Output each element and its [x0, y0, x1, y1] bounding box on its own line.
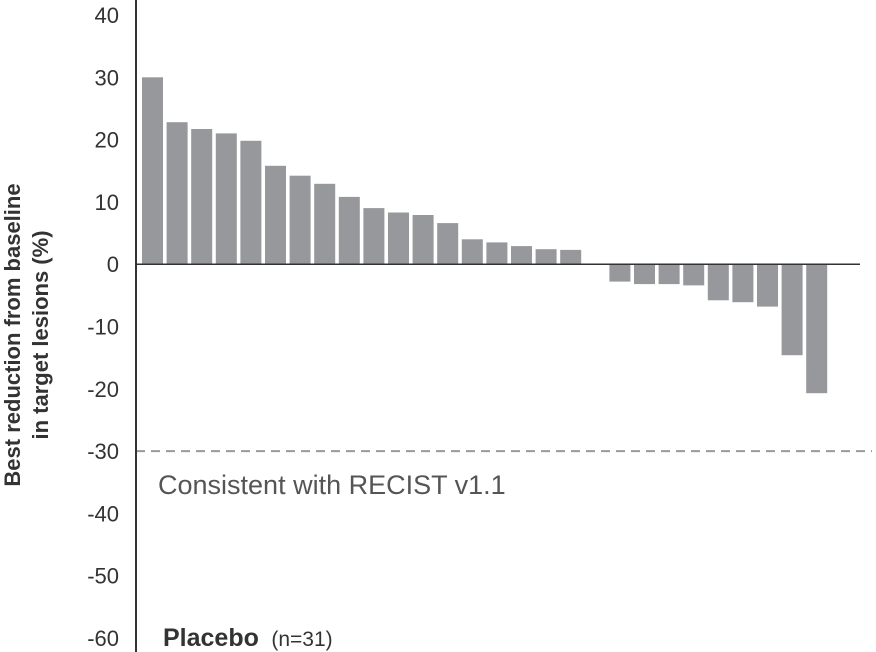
y-tick-label: 20	[95, 128, 119, 153]
bar	[240, 140, 262, 265]
y-tick-label: 0	[107, 252, 119, 277]
y-tick-label: -50	[87, 564, 119, 589]
y-axis-label-line-1: Best reduction from baseline	[0, 183, 25, 486]
bar	[363, 208, 385, 265]
bar	[757, 264, 778, 307]
bar	[289, 175, 311, 265]
y-axis-label-line-2: in target lesions (%)	[28, 230, 53, 439]
bar	[486, 242, 508, 265]
bar	[314, 183, 336, 265]
bar	[412, 215, 434, 265]
group-label: Placebo	[163, 624, 259, 652]
bar	[437, 223, 459, 265]
bar	[806, 264, 828, 394]
bar	[781, 264, 803, 356]
y-tick-label: -60	[87, 626, 119, 651]
bar	[166, 122, 188, 265]
bar	[634, 264, 655, 285]
group-legend: Placebo (n=31)	[163, 624, 333, 652]
y-tick-label: 30	[95, 65, 119, 90]
y-tick-label: -40	[87, 501, 119, 526]
group-n: (n=31)	[271, 628, 332, 651]
bar	[215, 133, 237, 265]
recist-threshold-label: Consistent with RECIST v1.1	[158, 470, 506, 500]
bar	[707, 264, 729, 301]
bar	[338, 196, 360, 265]
bar	[191, 129, 213, 265]
bar	[265, 165, 286, 265]
y-tick-label: 40	[95, 3, 119, 28]
bar	[683, 264, 705, 286]
y-tick-label: -30	[87, 439, 119, 464]
bar	[658, 264, 680, 285]
bar	[732, 264, 754, 303]
y-axis-label: Best reduction from baseline in target l…	[0, 183, 53, 486]
bars	[142, 77, 828, 394]
y-tick-label: -10	[87, 315, 119, 340]
bar	[560, 249, 582, 265]
bar	[142, 77, 163, 265]
bar	[388, 212, 409, 265]
bar	[461, 239, 483, 265]
bar	[535, 249, 557, 265]
y-tick-labels: 40 30 20 10 0 -10 -20 -30 -40 -50 -60	[87, 3, 119, 651]
bar	[609, 264, 631, 282]
bar	[511, 246, 532, 265]
y-tick-label: 10	[95, 190, 119, 215]
y-tick-label: -20	[87, 377, 119, 402]
